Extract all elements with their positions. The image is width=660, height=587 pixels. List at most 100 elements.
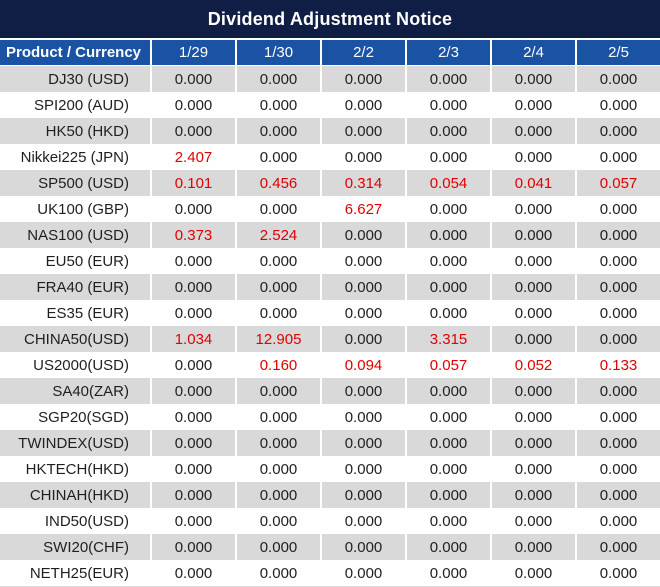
value-cell: 0.000 (575, 508, 660, 534)
product-cell: CHINA50(USD) (0, 326, 150, 352)
product-cell: IND50(USD) (0, 508, 150, 534)
value-cell: 0.160 (235, 352, 320, 378)
value-cell: 0.000 (490, 300, 575, 326)
value-cell: 0.000 (405, 66, 490, 92)
value-cell: 0.000 (575, 144, 660, 170)
value-cell: 0.000 (150, 92, 235, 118)
value-cell: 0.000 (235, 300, 320, 326)
table-row: HKTECH(HKD) 0.000 0.000 0.000 0.000 0.000 0.00… (0, 456, 660, 482)
column-header-date: 2/5 (575, 40, 660, 66)
product-cell: DJ30 (USD) (0, 66, 150, 92)
value-cell: 12.905 (235, 326, 320, 352)
value-cell: 0.000 (405, 378, 490, 404)
product-cell: SWI20(CHF) (0, 534, 150, 560)
value-cell: 0.000 (405, 248, 490, 274)
value-cell: 6.627 (320, 196, 405, 222)
value-cell: 0.000 (490, 274, 575, 300)
value-cell: 0.000 (320, 508, 405, 534)
value-cell: 0.000 (150, 508, 235, 534)
value-cell: 0.000 (405, 560, 490, 586)
value-cell: 0.000 (235, 482, 320, 508)
product-cell: NETH25(EUR) (0, 560, 150, 586)
value-cell: 0.000 (405, 300, 490, 326)
value-cell: 0.000 (405, 534, 490, 560)
value-cell: 0.000 (405, 118, 490, 144)
value-cell: 0.000 (490, 92, 575, 118)
value-cell: 0.000 (490, 144, 575, 170)
value-cell: 0.000 (575, 534, 660, 560)
column-header-date: 2/2 (320, 40, 405, 66)
value-cell: 0.000 (320, 560, 405, 586)
product-cell: SPI200 (AUD) (0, 92, 150, 118)
value-cell: 0.000 (150, 118, 235, 144)
value-cell: 0.000 (235, 92, 320, 118)
product-cell: CHINAH(HKD) (0, 482, 150, 508)
table-row: NETH25(EUR) 0.000 0.000 0.000 0.000 0.000 0.00… (0, 560, 660, 586)
table-row: NAS100 (USD) 0.373 2.524 0.000 0.000 0.000 0.0… (0, 222, 660, 248)
value-cell: 0.000 (405, 274, 490, 300)
product-cell: TWINDEX(USD) (0, 430, 150, 456)
value-cell: 0.094 (320, 352, 405, 378)
value-cell: 0.000 (490, 66, 575, 92)
value-cell: 0.000 (575, 404, 660, 430)
value-cell: 0.052 (490, 352, 575, 378)
value-cell: 0.000 (490, 534, 575, 560)
product-cell: SP500 (USD) (0, 170, 150, 196)
column-header-date: 2/3 (405, 40, 490, 66)
table-row: ES35 (EUR) 0.000 0.000 0.000 0.000 0.000 0.000 (0, 300, 660, 326)
value-cell: 0.000 (320, 534, 405, 560)
value-cell: 0.000 (490, 378, 575, 404)
table-row: FRA40 (EUR) 0.000 0.000 0.000 0.000 0.000 0.00… (0, 274, 660, 300)
product-cell: HK50 (HKD) (0, 118, 150, 144)
value-cell: 0.000 (320, 248, 405, 274)
page-title: Dividend Adjustment Notice (0, 0, 660, 40)
value-cell: 0.000 (235, 508, 320, 534)
value-cell: 0.000 (575, 482, 660, 508)
value-cell: 0.000 (150, 196, 235, 222)
value-cell: 0.000 (235, 456, 320, 482)
value-cell: 0.054 (405, 170, 490, 196)
table-row: CHINA50(USD) 1.034 12.905 0.000 3.315 0.000 0.… (0, 326, 660, 352)
value-cell: 0.000 (320, 300, 405, 326)
value-cell: 0.000 (235, 378, 320, 404)
value-cell: 0.000 (150, 66, 235, 92)
value-cell: 0.000 (320, 378, 405, 404)
column-header-product: Product / Currency (0, 40, 150, 66)
value-cell: 0.000 (405, 404, 490, 430)
table-row: TWINDEX(USD) 0.000 0.000 0.000 0.000 0.000 0.0… (0, 430, 660, 456)
table-row: HK50 (HKD) 0.000 0.000 0.000 0.000 0.000 0.000 (0, 118, 660, 144)
table-row: Nikkei225 (JPN) 2.407 0.000 0.000 0.000 0.000… (0, 144, 660, 170)
product-cell: SA40(ZAR) (0, 378, 150, 404)
value-cell: 0.000 (405, 508, 490, 534)
product-cell: US2000(USD) (0, 352, 150, 378)
dividend-table: Product / Currency 1/29 1/30 2/2 2/3 2/4 2/5 … (0, 40, 660, 586)
value-cell: 0.000 (490, 404, 575, 430)
table-header-row: Product / Currency 1/29 1/30 2/2 2/3 2/4 2/5 (0, 40, 660, 66)
value-cell: 0.000 (320, 66, 405, 92)
table-row: IND50(USD) 0.000 0.000 0.000 0.000 0.000 0.000 (0, 508, 660, 534)
value-cell: 0.000 (150, 352, 235, 378)
table-row: SPI200 (AUD) 0.000 0.000 0.000 0.000 0.000 0.0… (0, 92, 660, 118)
value-cell: 0.000 (575, 326, 660, 352)
value-cell: 0.000 (490, 196, 575, 222)
value-cell: 0.000 (490, 118, 575, 144)
value-cell: 0.000 (320, 274, 405, 300)
value-cell: 2.407 (150, 144, 235, 170)
value-cell: 0.000 (320, 456, 405, 482)
value-cell: 0.000 (405, 144, 490, 170)
value-cell: 0.000 (490, 326, 575, 352)
table-row: UK100 (GBP) 0.000 0.000 6.627 0.000 0.000 0.00… (0, 196, 660, 222)
value-cell: 0.000 (405, 92, 490, 118)
product-cell: ES35 (EUR) (0, 300, 150, 326)
value-cell: 0.041 (490, 170, 575, 196)
value-cell: 0.000 (405, 482, 490, 508)
value-cell: 0.000 (235, 274, 320, 300)
value-cell: 0.000 (235, 248, 320, 274)
value-cell: 0.000 (575, 118, 660, 144)
value-cell: 0.000 (320, 326, 405, 352)
value-cell: 0.373 (150, 222, 235, 248)
value-cell: 2.524 (235, 222, 320, 248)
value-cell: 0.000 (150, 456, 235, 482)
value-cell: 0.000 (405, 222, 490, 248)
